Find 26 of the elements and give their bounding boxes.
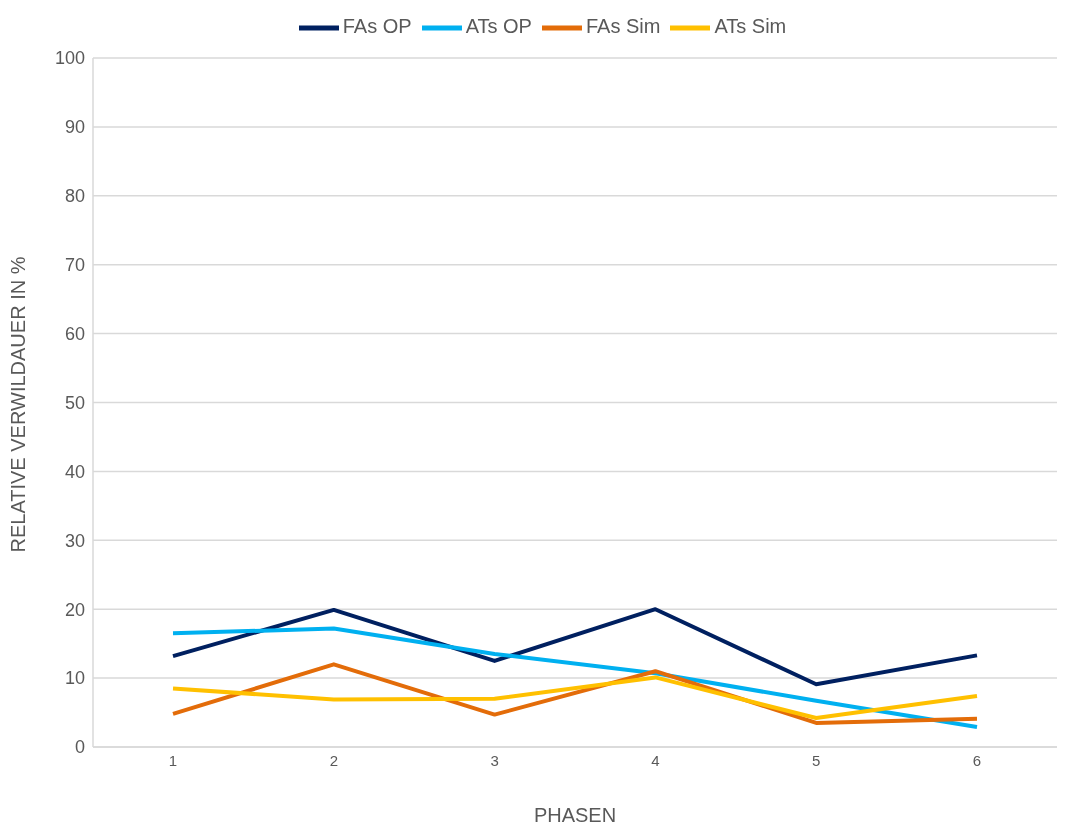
legend-label: ATs Sim	[714, 15, 787, 38]
x-axis-title: PHASEN	[533, 804, 617, 826]
x-tick-label: 6	[972, 751, 982, 769]
line-series	[171, 607, 979, 687]
x-tick-label: 1	[168, 751, 178, 769]
x-tick-label: 2	[329, 751, 338, 769]
y-tick-label: 70	[64, 255, 85, 276]
x-tick-label: 3	[490, 751, 499, 769]
y-tick-label: 90	[64, 117, 85, 138]
line-series	[171, 626, 979, 730]
legend-label: FAs OP	[342, 15, 412, 38]
line-series	[171, 675, 979, 721]
y-tick-label: 50	[64, 392, 85, 413]
y-tick-label: 10	[64, 668, 85, 689]
x-tick-label: 5	[812, 751, 821, 769]
y-tick-label: 40	[64, 461, 85, 482]
legend-label: FAs Sim	[585, 15, 661, 38]
y-tick-label: 100	[54, 48, 85, 69]
y-tick-label: 80	[64, 186, 85, 207]
x-tick-label: 4	[651, 751, 660, 769]
y-tick-label: 30	[64, 530, 85, 551]
y-tick-label: 60	[64, 323, 85, 344]
y-axis-title: RELATIVE VERWILDAUER IN %	[7, 256, 30, 553]
y-tick-label: 0	[74, 737, 85, 758]
legend-label: ATs OP	[465, 15, 532, 38]
y-tick-label: 20	[64, 599, 85, 620]
